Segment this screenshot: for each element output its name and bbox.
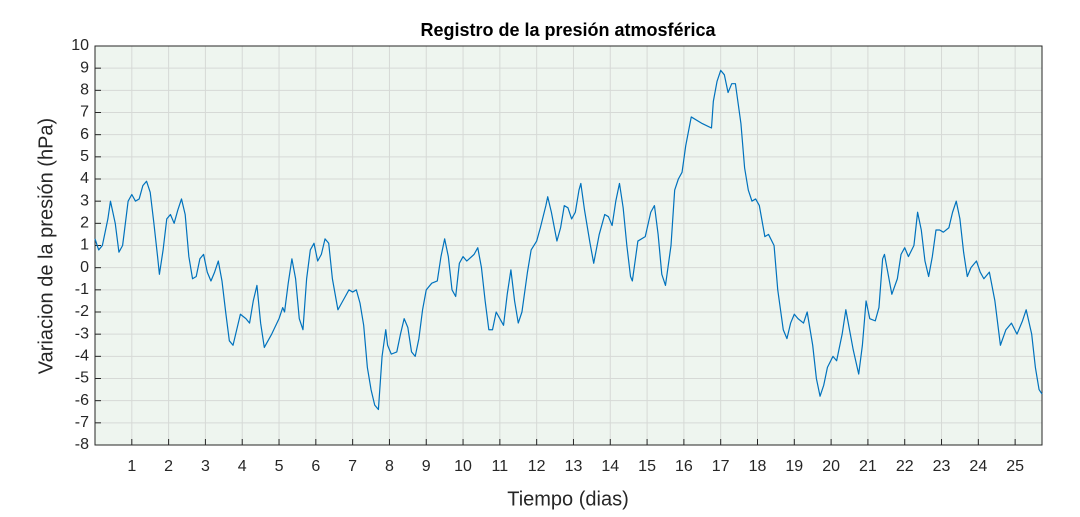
x-tick-label: 11 bbox=[492, 458, 509, 475]
chart-title: Registro de la presión atmosférica bbox=[420, 20, 716, 40]
y-tick-label: -5 bbox=[75, 370, 89, 387]
x-tick-label: 21 bbox=[859, 458, 877, 475]
x-tick-label: 19 bbox=[785, 458, 803, 475]
y-tick-label: 4 bbox=[80, 170, 89, 187]
x-tick-label: 1 bbox=[127, 458, 136, 475]
y-tick-label: -3 bbox=[75, 325, 89, 342]
y-tick-label: 2 bbox=[80, 215, 89, 232]
x-tick-label: 16 bbox=[675, 458, 693, 475]
x-tick-label: 22 bbox=[896, 458, 914, 475]
y-tick-label: 10 bbox=[71, 37, 89, 54]
x-tick-label: 7 bbox=[348, 458, 357, 475]
x-tick-label: 9 bbox=[422, 458, 431, 475]
y-tick-label: -6 bbox=[75, 392, 89, 409]
x-tick-label: 14 bbox=[601, 458, 619, 475]
y-tick-label: -7 bbox=[75, 414, 89, 431]
x-tick-label: 18 bbox=[749, 458, 767, 475]
y-tick-label: -4 bbox=[75, 348, 89, 365]
x-tick-label: 6 bbox=[311, 458, 320, 475]
y-tick-label: -1 bbox=[75, 281, 89, 298]
x-tick-label: 5 bbox=[275, 458, 284, 475]
x-tick-label: 2 bbox=[164, 458, 173, 475]
x-tick-label: 20 bbox=[822, 458, 840, 475]
x-tick-label: 17 bbox=[712, 458, 730, 475]
y-tick-label: -8 bbox=[75, 436, 89, 453]
x-tick-label: 15 bbox=[638, 458, 656, 475]
x-tick-label: 8 bbox=[385, 458, 394, 475]
y-tick-label: 3 bbox=[80, 192, 89, 209]
x-tick-label: 24 bbox=[969, 458, 987, 475]
y-tick-label: -2 bbox=[75, 303, 89, 320]
y-axis-label: Variacion de la presión (hPa) bbox=[35, 118, 57, 374]
y-tick-label: 9 bbox=[80, 59, 89, 76]
x-tick-label: 12 bbox=[528, 458, 546, 475]
x-tick-label: 23 bbox=[933, 458, 951, 475]
x-axis-label: Tiempo (dias) bbox=[507, 488, 629, 510]
y-tick-label: 1 bbox=[80, 237, 89, 254]
y-tick-label: 7 bbox=[80, 104, 89, 121]
x-tick-label: 25 bbox=[1006, 458, 1024, 475]
y-tick-label: 8 bbox=[80, 82, 89, 99]
x-tick-label: 4 bbox=[238, 458, 247, 475]
x-tick-label: 10 bbox=[454, 458, 472, 475]
y-tick-label: 0 bbox=[80, 259, 89, 276]
x-tick-label: 13 bbox=[565, 458, 583, 475]
data-line bbox=[94, 69, 1043, 411]
y-tick-label: 5 bbox=[80, 148, 89, 165]
axes-box bbox=[94, 45, 1043, 446]
y-tick-label: 6 bbox=[80, 126, 89, 143]
x-tick-label: 3 bbox=[201, 458, 210, 475]
